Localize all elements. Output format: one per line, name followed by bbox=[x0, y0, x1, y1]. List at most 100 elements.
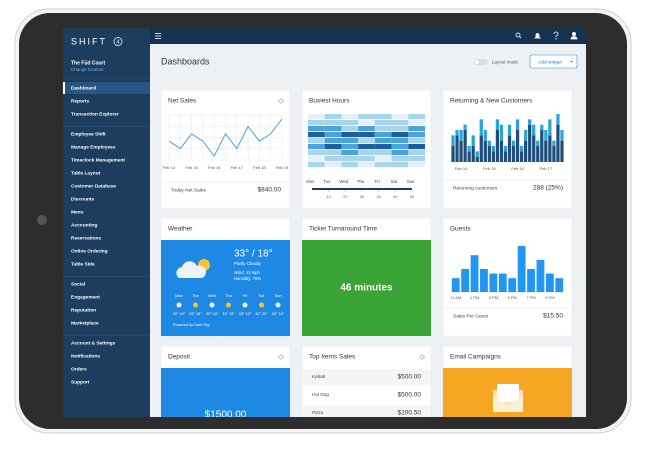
bar-segment bbox=[556, 114, 560, 125]
bar-segment bbox=[507, 124, 512, 136]
brand-badge: 4 bbox=[116, 39, 119, 45]
nav-item[interactable]: Table Layout bbox=[71, 170, 101, 176]
nav-item[interactable]: Menu bbox=[71, 209, 84, 215]
forecast-icon bbox=[242, 302, 248, 308]
nav-item[interactable]: Manage Employees bbox=[71, 144, 116, 150]
heat-cell bbox=[341, 126, 359, 132]
item-sales: $500.00 bbox=[398, 392, 422, 399]
heat-cell bbox=[374, 132, 392, 138]
axis-label: Sat bbox=[391, 179, 398, 184]
bar bbox=[545, 273, 554, 292]
heat-cell bbox=[391, 162, 409, 168]
settings-icon[interactable] bbox=[278, 354, 284, 360]
heat-cell bbox=[324, 120, 342, 126]
forecast-temps: 33° 19° bbox=[222, 312, 235, 316]
heat-cell bbox=[324, 126, 342, 132]
axis-label: 11 AM bbox=[450, 295, 461, 300]
row-bg bbox=[302, 405, 431, 417]
heat-cell bbox=[341, 120, 359, 126]
nav-item[interactable]: Social bbox=[71, 281, 85, 287]
item-name: Hot Dog bbox=[312, 392, 329, 397]
axis-label: Feb 15 bbox=[185, 165, 198, 170]
heat-cell bbox=[408, 114, 425, 120]
bar-segment bbox=[467, 146, 471, 152]
nav-item[interactable]: Reputation bbox=[71, 307, 96, 313]
nav-item[interactable]: Notifications bbox=[71, 353, 100, 359]
forecast-icon bbox=[193, 302, 198, 308]
heat-cell bbox=[308, 114, 325, 120]
nav-item[interactable]: Dashboard bbox=[71, 85, 96, 91]
nav-item[interactable]: Orders bbox=[71, 366, 87, 372]
nav-item[interactable]: Reservations bbox=[71, 235, 101, 241]
heat-cell bbox=[408, 120, 425, 126]
heat-cell bbox=[308, 156, 325, 162]
screen: SHIFT 4 The Fūd Court Change location Da… bbox=[63, 28, 586, 417]
add-widget-button[interactable] bbox=[529, 54, 578, 69]
nav-item[interactable]: Engagement bbox=[71, 294, 100, 300]
footer-label: Sales Per Guest bbox=[453, 313, 489, 319]
settings-icon[interactable] bbox=[419, 354, 425, 360]
nav-item[interactable]: Accounting bbox=[71, 222, 97, 228]
bar-segment bbox=[552, 146, 556, 162]
page-title: Dashboards bbox=[161, 56, 210, 66]
heat-cell bbox=[308, 120, 325, 126]
axis-label: Wed bbox=[340, 179, 349, 184]
forecast-day: Tue bbox=[192, 293, 200, 298]
bar-segment bbox=[451, 146, 455, 162]
settings-icon[interactable] bbox=[278, 98, 284, 104]
forecast-temps: 32° 19° bbox=[173, 312, 186, 316]
brand-name: SHIFT bbox=[71, 36, 107, 46]
bar-segment bbox=[515, 130, 520, 162]
cloud-icon bbox=[176, 261, 207, 278]
heat-cell bbox=[391, 132, 409, 138]
nav-item[interactable]: Timeclock Management bbox=[71, 157, 125, 163]
axis-label: Feb 18 bbox=[253, 165, 266, 170]
nav-item[interactable]: Reports bbox=[71, 98, 89, 104]
widget-title: Top Items Sales bbox=[309, 354, 356, 361]
row-bg bbox=[302, 369, 431, 385]
change-location[interactable]: Change location bbox=[71, 67, 104, 72]
heat-cell bbox=[324, 138, 342, 144]
bar-segment bbox=[483, 130, 487, 141]
nav-item[interactable]: Online Ordering bbox=[71, 248, 108, 254]
bar-segment bbox=[544, 140, 548, 162]
nav-item[interactable]: Discounts bbox=[71, 196, 95, 202]
bar-segment bbox=[524, 130, 528, 141]
bar-segment bbox=[487, 140, 491, 146]
heat-cell bbox=[408, 138, 425, 144]
heat-cell bbox=[324, 144, 342, 150]
bar-segment bbox=[483, 140, 487, 162]
nav-item[interactable]: Marketplace bbox=[71, 320, 99, 326]
bar-segment bbox=[491, 151, 495, 162]
add-widget-label[interactable]: Add widget bbox=[538, 59, 562, 65]
top-icons[interactable] bbox=[515, 31, 578, 40]
heat-cell bbox=[324, 114, 342, 120]
heat-cell bbox=[358, 120, 375, 126]
bar-segment bbox=[507, 135, 512, 162]
item-name: Kebab bbox=[312, 374, 326, 379]
nav-item[interactable]: Customer Database bbox=[71, 183, 116, 189]
nav-item[interactable]: Account & Settings bbox=[71, 340, 116, 346]
heat-cell bbox=[308, 126, 325, 132]
widget-title: Weather bbox=[168, 226, 193, 233]
nav-item[interactable]: Employee Shift bbox=[71, 131, 106, 137]
axis-label: 60 bbox=[410, 194, 415, 199]
widget-title: Guests bbox=[450, 226, 471, 233]
menu-icon[interactable] bbox=[155, 33, 161, 39]
nav-item[interactable]: Table Side bbox=[71, 261, 95, 267]
bar-segment bbox=[536, 140, 540, 146]
forecast-day: Thu bbox=[225, 293, 232, 298]
footer-label: Today Net Sales bbox=[171, 187, 207, 193]
forecast-icon bbox=[176, 302, 182, 308]
forecast-day: Wed bbox=[208, 293, 216, 298]
forecast-day: Sun bbox=[274, 293, 281, 298]
bar-segment bbox=[451, 135, 455, 146]
axis-label: 10 bbox=[326, 194, 331, 199]
deposit-panel bbox=[161, 368, 290, 417]
axis-label: Feb 17 bbox=[231, 165, 244, 170]
nav-item[interactable]: Support bbox=[71, 379, 90, 385]
condition: Partly Cloudy bbox=[234, 261, 262, 266]
credit: Powered by Dark Sky bbox=[173, 323, 210, 327]
nav-item[interactable]: Transaction Explorer bbox=[71, 111, 119, 117]
